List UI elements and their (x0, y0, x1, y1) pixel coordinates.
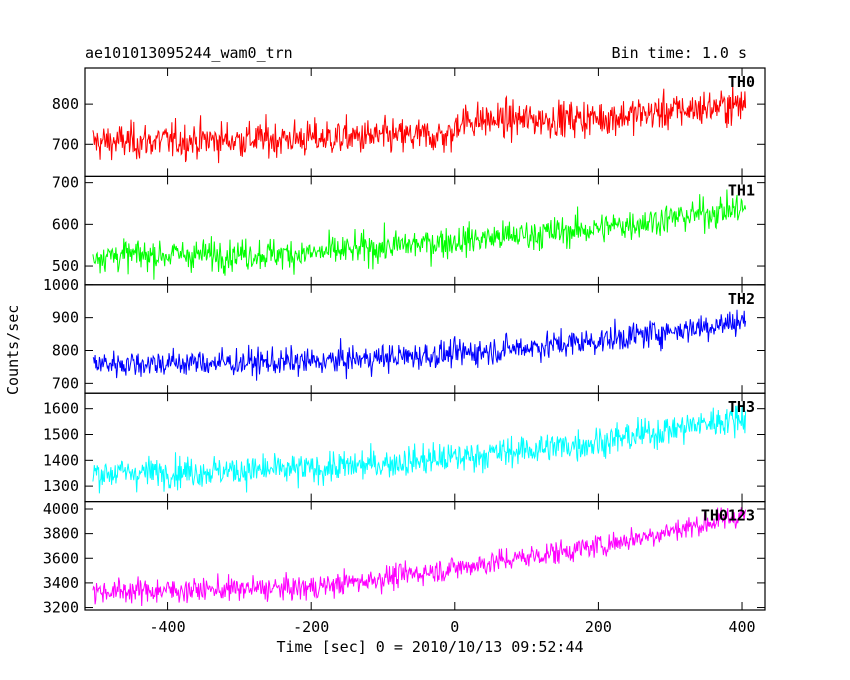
y-tick-label-th2-800: 800 (52, 341, 79, 359)
x-tick-label-0: 0 (450, 618, 459, 636)
y-tick-label-th0123-3800: 3800 (43, 525, 79, 543)
y-tick-label-th1-700: 700 (52, 174, 79, 192)
y-axis-label: Counts/sec (4, 304, 22, 395)
series-line-th2 (92, 309, 747, 381)
x-tick-label--200: -200 (293, 618, 329, 636)
bin-time-label: Bin time: 1.0 s (611, 44, 747, 62)
series-line-th3 (92, 405, 747, 494)
panel-label-th2: TH2 (728, 290, 755, 308)
y-tick-label-th3-1500: 1500 (43, 425, 79, 443)
x-tick-label-200: 200 (585, 618, 612, 636)
panel-frame-th1 (84, 175, 766, 286)
y-tick-label-th0-800: 800 (52, 95, 79, 113)
panel-frame-th0123 (84, 501, 766, 611)
y-tick-label-th1-500: 500 (52, 257, 79, 275)
panel-label-th3: TH3 (728, 398, 755, 416)
panel-label-th0: TH0 (728, 73, 755, 91)
x-tick-label-400: 400 (728, 618, 755, 636)
y-tick-label-th0123-3400: 3400 (43, 574, 79, 592)
series-line-th0 (92, 84, 747, 164)
y-tick-label-th1-600: 600 (52, 215, 79, 233)
panel-label-th1: TH1 (728, 181, 755, 199)
series-line-th0123 (92, 507, 747, 607)
y-tick-label-th2-900: 900 (52, 309, 79, 327)
x-axis-label: Time [sec] 0 = 2010/10/13 09:52:44 (276, 638, 584, 656)
panel-label-th0123: TH0123 (701, 507, 755, 525)
x-tick-label--400: -400 (150, 618, 186, 636)
y-tick-label-th3-1300: 1300 (43, 477, 79, 495)
y-tick-label-th0123-3600: 3600 (43, 549, 79, 567)
series-line-th1 (92, 189, 747, 280)
y-tick-label-th0-700: 700 (52, 135, 79, 153)
y-tick-label-th0123-3200: 3200 (43, 599, 79, 617)
y-tick-label-th2-1000: 1000 (43, 276, 79, 294)
plot-title: ae101013095244_wam0_trn (85, 44, 293, 62)
y-tick-label-th2-700: 700 (52, 374, 79, 392)
y-tick-label-th0123-4000: 4000 (43, 500, 79, 518)
y-tick-label-th3-1400: 1400 (43, 451, 79, 469)
panel-frame-th0 (84, 67, 766, 178)
y-tick-label-th3-1600: 1600 (43, 400, 79, 418)
panel-frame-th3 (84, 392, 766, 503)
